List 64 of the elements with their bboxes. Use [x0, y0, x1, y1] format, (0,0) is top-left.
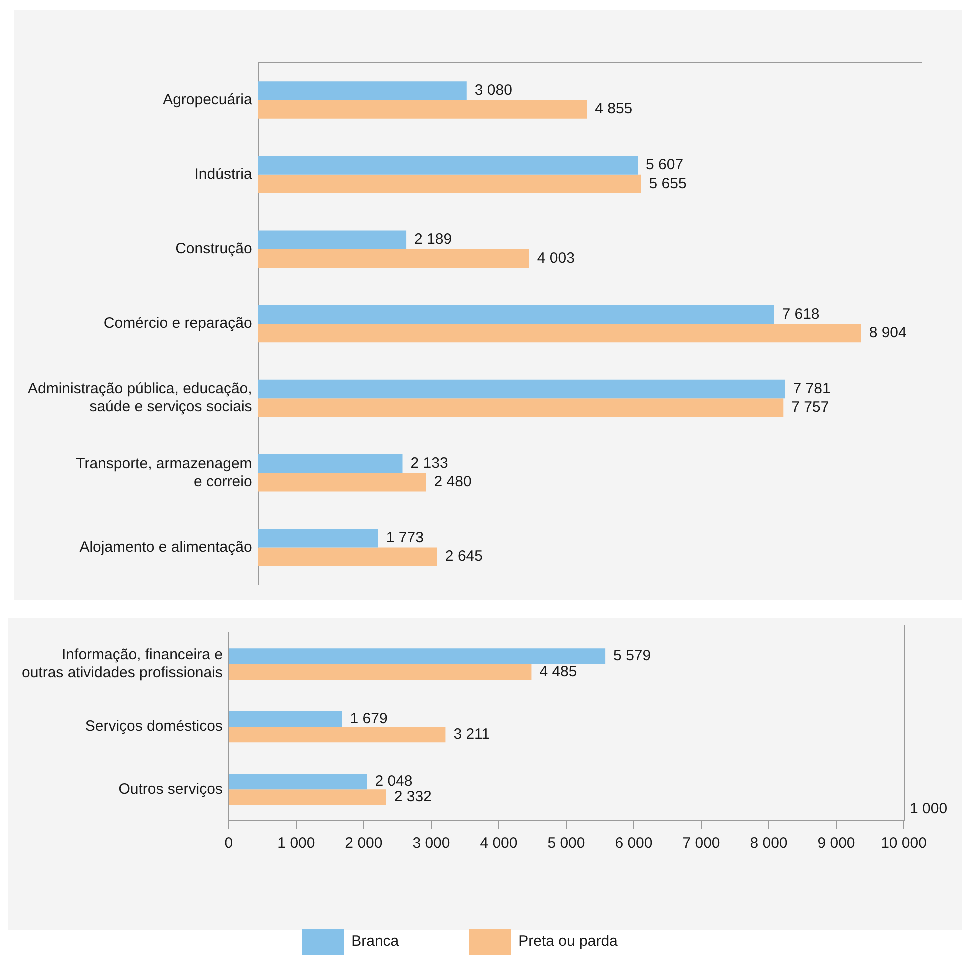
x-tick-label: 6 000: [615, 835, 653, 852]
data-label: 4 003: [537, 250, 575, 267]
y-tick-label: Construção: [176, 240, 252, 258]
bar: [229, 727, 446, 743]
data-label: 7 618: [782, 306, 820, 323]
bar: [258, 548, 438, 566]
bar: [229, 648, 606, 664]
data-label: 2 133: [410, 454, 448, 472]
data-label: 5 655: [649, 175, 687, 192]
bar: [258, 398, 784, 418]
y-tick-label: Indústria: [194, 166, 253, 183]
bar: [229, 711, 342, 727]
data-label: 5 579: [614, 648, 652, 665]
bar: [258, 454, 403, 474]
data-label: 2 332: [394, 788, 432, 806]
data-label: 4 855: [595, 100, 633, 118]
x-tick-label: 10 000: [881, 835, 927, 852]
y-tick-label: Outros serviços: [118, 780, 223, 798]
data-label: 2 048: [375, 772, 413, 790]
x-tick-label: 3 000: [412, 835, 450, 852]
legend-label: Preta ou parda: [518, 933, 619, 950]
x-tick-label: 4 000: [480, 835, 518, 852]
x-tick-label: 1 000: [278, 835, 316, 852]
data-label: 1 773: [386, 530, 424, 547]
bar: [258, 305, 774, 324]
y-tick-label: Transporte, armazenagem e correio: [76, 455, 252, 490]
data-label: 7 757: [792, 399, 830, 416]
bar: [229, 790, 386, 806]
bar: [258, 324, 862, 343]
x-tick-label: 7 000: [682, 835, 720, 852]
bar: [258, 249, 530, 268]
data-label: 8 904: [869, 324, 907, 342]
bar: [258, 380, 786, 399]
x-tick-label: 8 000: [750, 835, 788, 852]
bar: [258, 100, 588, 119]
bar: [258, 529, 378, 548]
x-tick-label: 0: [224, 835, 234, 852]
data-label: 1 679: [350, 710, 388, 728]
data-label: 7 781: [793, 380, 831, 398]
y-tick-label: Informação, financeira e outras atividades profissionais: [22, 646, 223, 682]
y-tick-label: Agropecuária: [163, 91, 253, 108]
bar: [258, 473, 426, 492]
bar: [258, 82, 467, 100]
data-label: 3 080: [474, 82, 512, 100]
data-label: 3 211: [454, 726, 490, 743]
data-label: 2 480: [434, 474, 472, 491]
data-label: 2 189: [414, 231, 452, 248]
y-tick-label: Administração pública, educação, saúde e serviços sociais: [28, 380, 252, 416]
data-label: 4 485: [540, 663, 578, 680]
y-tick-label: Alojamento e alimentação: [80, 538, 252, 556]
text: 1 000: [910, 800, 948, 818]
legend-label: Branca: [352, 933, 400, 950]
x-tick-label: 9 000: [818, 835, 856, 852]
bar: [258, 156, 638, 175]
data-label: 5 607: [646, 156, 684, 174]
x-tick-label: 2 000: [345, 835, 383, 852]
bar: [258, 230, 407, 250]
bar: [229, 664, 532, 680]
bar: [229, 774, 368, 790]
data-label: 2 645: [445, 548, 483, 566]
y-tick-label: Serviços domésticos: [85, 718, 223, 736]
x-tick-label: 5 000: [548, 835, 586, 852]
y-tick-label: Comércio e reparação: [104, 315, 252, 332]
bar: [258, 174, 642, 194]
